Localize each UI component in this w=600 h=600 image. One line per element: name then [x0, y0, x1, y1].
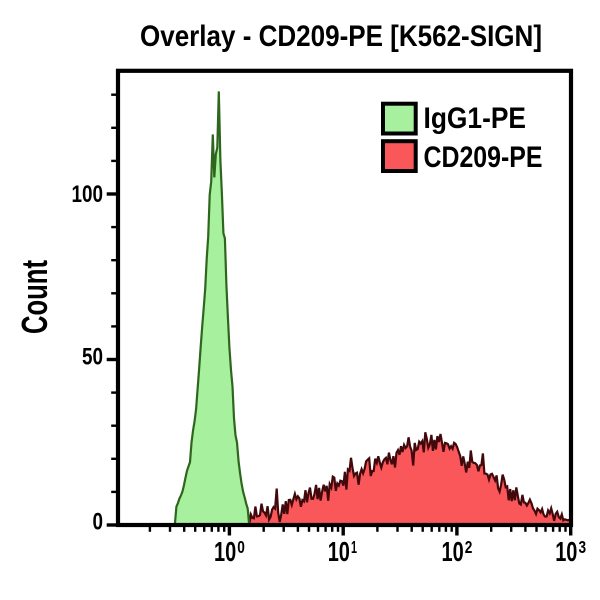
svg-text:Overlay - CD209-PE [K562-SIGN]: Overlay - CD209-PE [K562-SIGN]: [140, 20, 542, 53]
svg-text:100: 100: [72, 181, 104, 208]
svg-text:1: 1: [351, 537, 357, 557]
svg-text:10: 10: [555, 536, 577, 567]
svg-text:2: 2: [465, 537, 473, 557]
svg-text:10: 10: [442, 536, 464, 567]
svg-text:0: 0: [237, 537, 245, 557]
svg-text:0: 0: [93, 509, 104, 536]
svg-text:IgG1-PE: IgG1-PE: [424, 102, 527, 135]
svg-text:3: 3: [579, 537, 587, 557]
svg-text:CD209-PE: CD209-PE: [424, 141, 543, 174]
svg-text:50: 50: [82, 344, 103, 371]
svg-text:Count: Count: [14, 260, 55, 334]
svg-text:10: 10: [214, 536, 236, 567]
svg-text:10: 10: [328, 536, 350, 567]
